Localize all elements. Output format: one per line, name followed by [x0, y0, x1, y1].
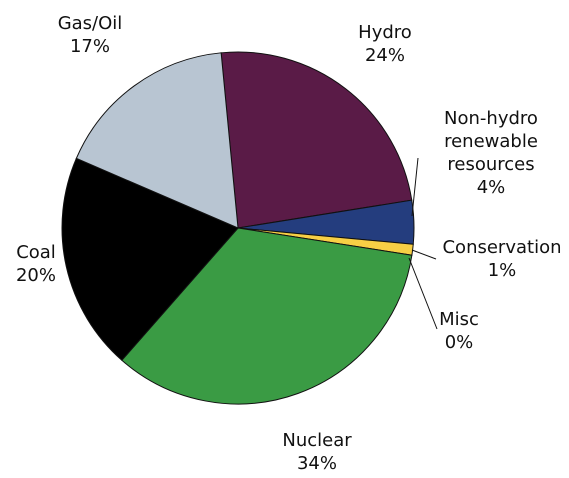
slice-value-conservation: 1% [488, 260, 517, 281]
slice-value-non-hydro-renewable-resources: 4% [477, 177, 506, 198]
pie-slice-hydro [220, 51, 413, 229]
leader-line-conservation [411, 249, 437, 260]
slice-labels: Hydro 24% Non-hydro renewable resources 4% Con… [16, 13, 562, 474]
slice-label-hydro: Hydro 24% [358, 22, 412, 66]
slice-label-gas-oil: Gas/Oil 17% [58, 13, 123, 57]
slice-name-non-hydro-renewable-resources: renewable [444, 131, 538, 152]
leader-lines [408, 157, 438, 330]
slice-value-coal: 20% [16, 265, 56, 286]
pie-slice-coal [61, 157, 239, 361]
pie-slices [61, 51, 415, 405]
slice-value-gas-oil: 17% [70, 36, 110, 57]
slice-name-hydro: Hydro [358, 22, 412, 43]
slice-value-nuclear: 34% [297, 453, 337, 474]
slice-label-nuclear: Nuclear 34% [282, 430, 352, 474]
slice-name-gas-oil: Gas/Oil [58, 13, 123, 34]
slice-label-misc: Misc 0% [439, 309, 479, 353]
pie-slice-nuclear [121, 227, 413, 405]
slice-name-misc: Misc [439, 309, 479, 330]
slice-label-non-hydro-renewable-resources: Non-hydro renewable resources 4% [444, 108, 538, 198]
slice-name-non-hydro-renewable-resources: resources [447, 154, 534, 175]
slice-name-non-hydro-renewable-resources: Non-hydro [444, 108, 538, 129]
slice-value-hydro: 24% [365, 45, 405, 66]
slice-name-nuclear: Nuclear [282, 430, 352, 451]
slice-label-conservation: Conservation 1% [442, 237, 561, 281]
pie-slice-gas-oil [75, 52, 239, 229]
slice-value-misc: 0% [445, 332, 474, 353]
slice-name-coal: Coal [16, 242, 56, 263]
leader-line-misc [408, 257, 438, 330]
slice-label-coal: Coal 20% [16, 242, 56, 286]
slice-name-conservation: Conservation [442, 237, 561, 258]
leader-line-non-hydro-renewable-resources [411, 157, 419, 217]
